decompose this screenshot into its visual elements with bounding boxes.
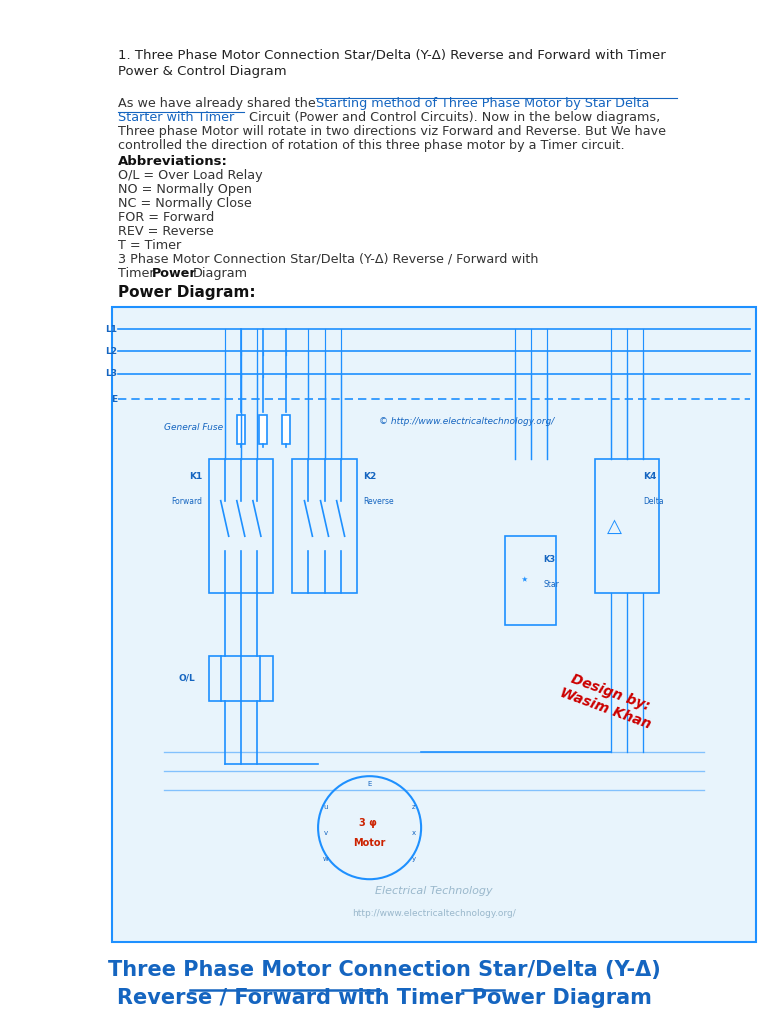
- Text: T = Timer: T = Timer: [118, 239, 181, 252]
- Text: NC = Normally Close: NC = Normally Close: [118, 197, 252, 210]
- Text: v: v: [324, 829, 328, 836]
- Text: L1: L1: [105, 325, 118, 334]
- Text: © http://www.electricaltechnology.org/: © http://www.electricaltechnology.org/: [379, 417, 554, 426]
- Text: E: E: [111, 394, 118, 403]
- Text: Power: Power: [152, 267, 197, 280]
- Text: Power & Control Diagram: Power & Control Diagram: [118, 65, 286, 78]
- Text: Starting method of Three Phase Motor by Star Delta: Starting method of Three Phase Motor by …: [316, 97, 650, 110]
- Text: O/L: O/L: [179, 674, 196, 683]
- Text: y: y: [412, 856, 415, 861]
- Text: 1. Three Phase Motor Connection Star/Delta (Y-Δ) Reverse and Forward with Timer: 1. Three Phase Motor Connection Star/Del…: [118, 49, 666, 62]
- Bar: [595, 460, 660, 593]
- Text: Three phase Motor will rotate in two directions viz Forward and Reverse. But We : Three phase Motor will rotate in two dir…: [118, 125, 666, 138]
- Text: K3: K3: [544, 555, 555, 563]
- Text: 3 Phase Motor Connection Star/Delta (Y-Δ) Reverse / Forward with: 3 Phase Motor Connection Star/Delta (Y-Δ…: [118, 253, 538, 266]
- Text: http://www.electricaltechnology.org/: http://www.electricaltechnology.org/: [352, 909, 516, 918]
- Text: REV = Reverse: REV = Reverse: [118, 225, 214, 238]
- Bar: [260, 415, 267, 443]
- Text: L3: L3: [105, 370, 118, 378]
- Text: Power Diagram:: Power Diagram:: [118, 285, 256, 300]
- Text: As we have already shared the: As we have already shared the: [118, 97, 319, 110]
- Text: Starter with Timer: Starter with Timer: [118, 111, 234, 124]
- Text: K2: K2: [363, 472, 376, 481]
- Text: E: E: [367, 781, 372, 786]
- Text: Reverse: Reverse: [363, 498, 394, 507]
- Text: u: u: [323, 804, 328, 810]
- Text: x: x: [412, 829, 415, 836]
- Bar: [209, 656, 273, 700]
- Text: L2: L2: [105, 347, 118, 356]
- Text: ⋆: ⋆: [519, 572, 529, 588]
- Text: z: z: [412, 804, 415, 810]
- Text: O/L = Over Load Relay: O/L = Over Load Relay: [118, 169, 263, 182]
- Text: Motor: Motor: [353, 839, 386, 848]
- Text: Reverse / Forward with Timer Power Diagram: Reverse / Forward with Timer Power Diagr…: [117, 988, 651, 1008]
- Text: Star: Star: [544, 580, 559, 589]
- Text: Circuit (Power and Control Circuits). Now in the below diagrams,: Circuit (Power and Control Circuits). No…: [245, 111, 660, 124]
- Bar: [505, 536, 556, 625]
- Text: FOR = Forward: FOR = Forward: [118, 211, 214, 224]
- Bar: [209, 460, 273, 593]
- Bar: [282, 415, 290, 443]
- Text: Forward: Forward: [171, 498, 202, 507]
- Text: Abbreviations:: Abbreviations:: [118, 155, 228, 168]
- Bar: [112, 307, 756, 942]
- Text: △: △: [607, 516, 622, 536]
- Bar: [293, 460, 356, 593]
- Text: Design by:
Wasim Khan: Design by: Wasim Khan: [558, 670, 658, 731]
- Text: General Fuse: General Fuse: [164, 423, 223, 432]
- Text: w: w: [323, 856, 329, 861]
- Text: Diagram: Diagram: [193, 267, 248, 280]
- Bar: [237, 415, 245, 443]
- Text: K4: K4: [644, 472, 657, 481]
- Text: NO = Normally Open: NO = Normally Open: [118, 183, 252, 196]
- Text: 3 φ: 3 φ: [359, 817, 376, 827]
- Text: Three Phase Motor Connection Star/Delta (Y-Δ): Three Phase Motor Connection Star/Delta …: [108, 961, 660, 980]
- Text: Timer: Timer: [118, 267, 159, 280]
- Text: controlled the direction of rotation of this three phase motor by a Timer circui: controlled the direction of rotation of …: [118, 139, 624, 152]
- Text: Delta: Delta: [644, 498, 664, 507]
- Text: Electrical Technology: Electrical Technology: [376, 886, 493, 896]
- Text: K1: K1: [189, 472, 202, 481]
